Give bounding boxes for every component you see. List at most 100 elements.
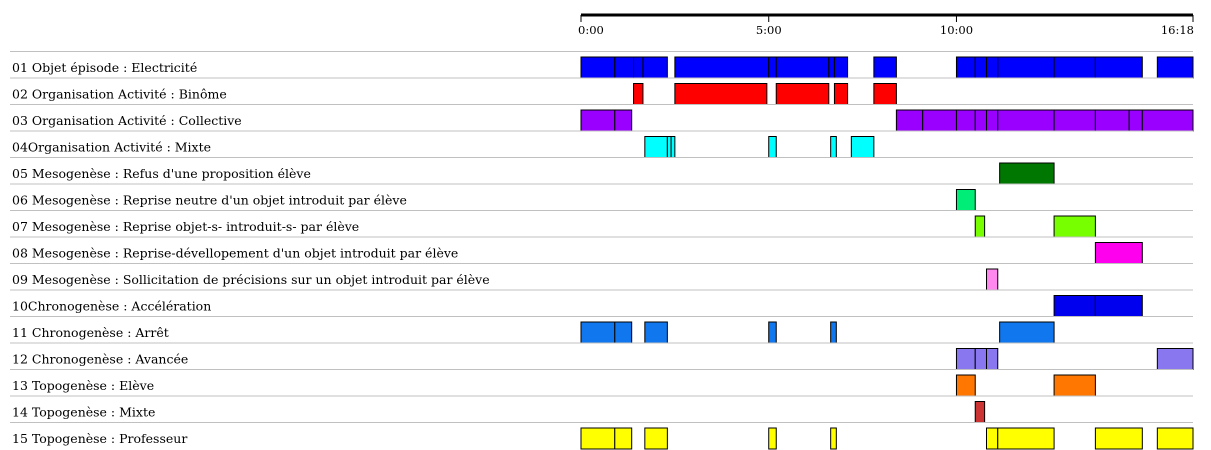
timeline-row: 04Organisation Activité : Mixte bbox=[10, 130, 1193, 158]
time-segment bbox=[580, 56, 616, 79]
time-segment bbox=[1094, 109, 1130, 132]
time-segment bbox=[974, 56, 987, 79]
time-segment bbox=[850, 136, 875, 158]
row-label: 11 Chronogenèse : Arrêt bbox=[12, 325, 169, 340]
axis-tick-label: 5:00 bbox=[756, 23, 782, 37]
time-segment bbox=[974, 109, 987, 132]
time-segment bbox=[1053, 374, 1096, 397]
time-segment bbox=[674, 83, 768, 105]
time-segment bbox=[830, 136, 837, 158]
time-segment bbox=[644, 321, 668, 344]
time-segment bbox=[674, 56, 770, 79]
time-segment bbox=[1094, 56, 1143, 79]
timeline-row: 03 Organisation Activité : Collective bbox=[10, 104, 1194, 132]
time-segment bbox=[895, 109, 924, 132]
time-segment bbox=[614, 109, 633, 132]
row-label: 13 Topogenèse : Elève bbox=[12, 378, 154, 393]
timeline-row: 13 Topogenèse : Elève bbox=[10, 369, 1193, 397]
time-segment bbox=[580, 109, 616, 132]
time-segment bbox=[986, 348, 999, 370]
axis-tick-label: 10:00 bbox=[940, 23, 973, 37]
time-segment bbox=[1128, 109, 1143, 132]
time-segment bbox=[633, 83, 644, 105]
time-segment bbox=[580, 427, 616, 450]
time-segment bbox=[768, 136, 777, 158]
time-segment bbox=[873, 56, 897, 79]
timeline-row: 02 Organisation Activité : Binôme bbox=[10, 77, 1193, 105]
time-segment bbox=[614, 321, 633, 344]
axis-tick-label: 16:18 bbox=[1161, 23, 1194, 37]
timeline-row: 12 Chronogenèse : Avancée bbox=[10, 342, 1194, 370]
time-segment bbox=[955, 109, 976, 132]
row-label: 10Chronogenèse : Accélération bbox=[12, 299, 211, 314]
row-label: 08 Mesogenèse : Reprise-dévellopement d'… bbox=[12, 246, 458, 261]
row-label: 06 Mesogenèse : Reprise neutre d'un obje… bbox=[12, 193, 407, 208]
time-segment bbox=[633, 56, 644, 79]
time-segment bbox=[775, 83, 830, 105]
time-segment bbox=[614, 427, 633, 450]
time-segment bbox=[999, 321, 1055, 344]
time-axis: 0:00 5:00 10:00 16:18 bbox=[578, 13, 1194, 37]
timeline-rows: 01 Objet épisode : Electricité 02 Organis… bbox=[10, 51, 1194, 450]
time-segment bbox=[644, 136, 668, 158]
time-segment bbox=[997, 427, 1055, 450]
time-segment bbox=[986, 427, 999, 450]
timeline-row: 15 Topogenèse : Professeur bbox=[10, 422, 1194, 450]
timeline-row: 06 Mesogenèse : Reprise neutre d'un obje… bbox=[10, 183, 1193, 211]
time-segment bbox=[922, 109, 957, 132]
axis-tick-label: 0:00 bbox=[578, 23, 604, 37]
time-segment bbox=[955, 56, 976, 79]
row-label: 04Organisation Activité : Mixte bbox=[12, 140, 211, 155]
time-segment bbox=[1053, 109, 1096, 132]
time-segment bbox=[1053, 56, 1096, 79]
time-segment bbox=[1156, 348, 1194, 370]
time-segment bbox=[830, 427, 837, 450]
time-segment bbox=[1094, 427, 1143, 450]
time-segment bbox=[1053, 295, 1096, 317]
time-segment bbox=[873, 83, 897, 105]
time-segment bbox=[830, 321, 837, 344]
time-segment bbox=[986, 268, 999, 291]
timeline-row: 14 Topogenèse : Mixte bbox=[10, 395, 1193, 423]
time-segment bbox=[1156, 427, 1194, 450]
time-segment bbox=[955, 189, 976, 211]
time-segment bbox=[828, 56, 835, 79]
timeline-row: 05 Mesogenèse : Refus d'une proposition … bbox=[10, 157, 1193, 185]
time-segment bbox=[775, 56, 830, 79]
row-label: 02 Organisation Activité : Binôme bbox=[12, 87, 227, 102]
timeline-row: 11 Chronogenèse : Arrêt bbox=[10, 316, 1193, 344]
time-segment bbox=[644, 427, 668, 450]
row-label: 09 Mesogenèse : Sollicitation de précisi… bbox=[12, 272, 490, 287]
time-segment bbox=[642, 56, 668, 79]
time-segment bbox=[614, 56, 635, 79]
time-segment bbox=[974, 401, 986, 423]
row-label: 01 Objet épisode : Electricité bbox=[12, 60, 197, 75]
timeline-row: 01 Objet épisode : Electricité bbox=[10, 51, 1194, 79]
row-label: 14 Topogenèse : Mixte bbox=[12, 405, 155, 420]
time-segment bbox=[768, 56, 777, 79]
time-segment bbox=[768, 427, 777, 450]
time-segment bbox=[768, 321, 777, 344]
row-label: 03 Organisation Activité : Collective bbox=[12, 113, 242, 128]
time-segment bbox=[986, 56, 999, 79]
timeline-row: 08 Mesogenèse : Reprise-dévellopement d'… bbox=[10, 236, 1193, 264]
time-segment bbox=[833, 83, 849, 105]
timeline-row: 09 Mesogenèse : Sollicitation de précisi… bbox=[10, 263, 1193, 291]
time-segment bbox=[833, 56, 849, 79]
time-segment bbox=[580, 321, 616, 344]
time-segment bbox=[997, 109, 1055, 132]
time-segment bbox=[670, 136, 676, 158]
time-segment bbox=[1141, 109, 1194, 132]
row-label: 15 Topogenèse : Professeur bbox=[12, 431, 187, 446]
time-segment bbox=[955, 374, 976, 397]
time-segment bbox=[1094, 295, 1143, 317]
time-segment bbox=[1053, 215, 1096, 238]
row-label: 12 Chronogenèse : Avancée bbox=[12, 352, 188, 367]
row-label: 07 Mesogenèse : Reprise objet-s- introdu… bbox=[12, 219, 359, 234]
time-segment bbox=[999, 162, 1055, 185]
time-segment bbox=[1094, 242, 1143, 264]
time-segment bbox=[955, 348, 976, 370]
row-label: 05 Mesogenèse : Refus d'une proposition … bbox=[12, 166, 311, 181]
time-segment bbox=[997, 56, 1055, 79]
